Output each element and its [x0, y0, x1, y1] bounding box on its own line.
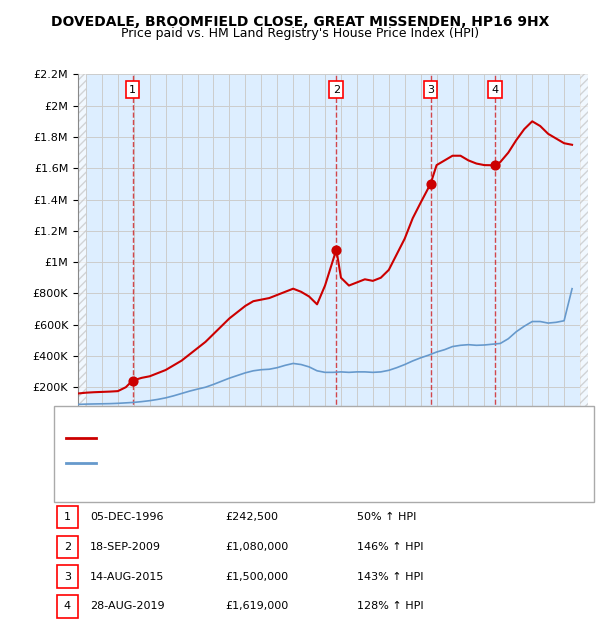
Text: 1: 1 — [129, 85, 136, 95]
Text: 143% ↑ HPI: 143% ↑ HPI — [357, 572, 424, 582]
Text: 18-SEP-2009: 18-SEP-2009 — [90, 542, 161, 552]
Text: 2: 2 — [64, 542, 71, 552]
Text: £1,500,000: £1,500,000 — [225, 572, 288, 582]
Text: £1,080,000: £1,080,000 — [225, 542, 288, 552]
Point — [426, 179, 436, 189]
Text: 28-AUG-2019: 28-AUG-2019 — [90, 601, 164, 611]
Point — [490, 161, 500, 171]
Text: Price paid vs. HM Land Registry's House Price Index (HPI): Price paid vs. HM Land Registry's House … — [121, 27, 479, 40]
Text: 50% ↑ HPI: 50% ↑ HPI — [357, 512, 416, 522]
Text: DOVEDALE, BROOMFIELD CLOSE, GREAT MISSENDEN, HP16 9HX: DOVEDALE, BROOMFIELD CLOSE, GREAT MISSEN… — [51, 16, 549, 30]
Text: 4: 4 — [64, 601, 71, 611]
Point — [332, 245, 341, 255]
Bar — [78, 74, 86, 418]
Text: HPI: Average price, detached house, Buckinghamshire: HPI: Average price, detached house, Buck… — [102, 458, 368, 468]
Text: DOVEDALE, BROOMFIELD CLOSE, GREAT MISSENDEN, HP16 9HX (detached house): DOVEDALE, BROOMFIELD CLOSE, GREAT MISSEN… — [102, 433, 506, 443]
Text: 146% ↑ HPI: 146% ↑ HPI — [357, 542, 424, 552]
Text: 05-DEC-1996: 05-DEC-1996 — [90, 512, 163, 522]
Text: £1,619,000: £1,619,000 — [225, 601, 288, 611]
Text: £242,500: £242,500 — [225, 512, 278, 522]
Text: 3: 3 — [64, 572, 71, 582]
Text: 128% ↑ HPI: 128% ↑ HPI — [357, 601, 424, 611]
Text: 14-AUG-2015: 14-AUG-2015 — [90, 572, 164, 582]
Text: 2: 2 — [333, 85, 340, 95]
Text: 4: 4 — [491, 85, 499, 95]
Text: 1: 1 — [64, 512, 71, 522]
Point — [128, 376, 137, 386]
Text: 3: 3 — [427, 85, 434, 95]
